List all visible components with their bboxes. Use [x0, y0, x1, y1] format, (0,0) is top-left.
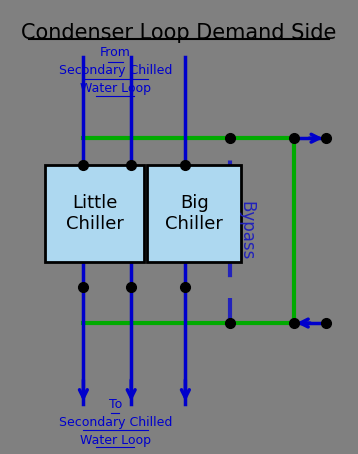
Text: Bypass: Bypass: [237, 201, 255, 260]
Bar: [45, 165, 144, 262]
Text: Little
Chiller: Little Chiller: [66, 194, 124, 233]
Bar: [147, 165, 241, 262]
Text: Condenser Loop Demand Side: Condenser Loop Demand Side: [21, 23, 337, 43]
Text: To
Secondary Chilled
Water Loop: To Secondary Chilled Water Loop: [59, 398, 172, 447]
Text: Big
Chiller: Big Chiller: [165, 194, 223, 233]
Text: From
Secondary Chilled
Water Loop: From Secondary Chilled Water Loop: [59, 46, 172, 95]
